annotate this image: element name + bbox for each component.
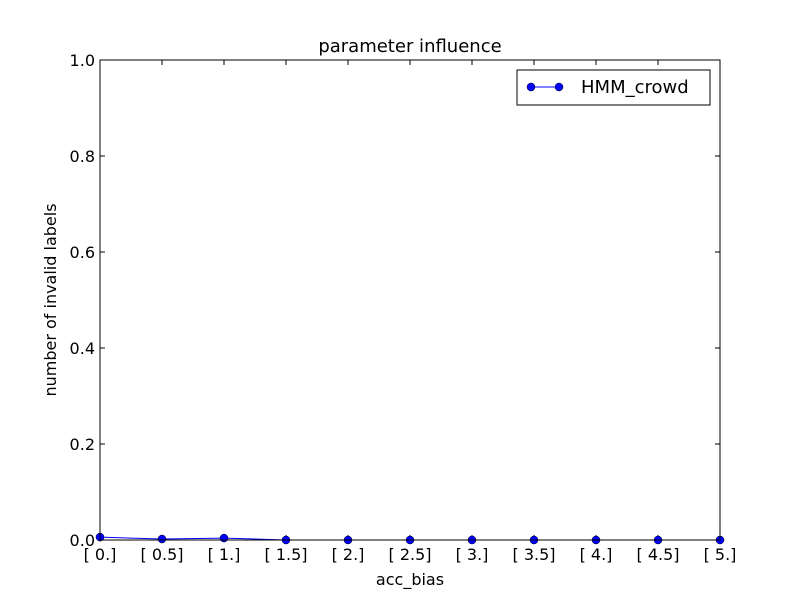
x-tick-label: [ 2.5]: [388, 545, 431, 564]
x-tick-label: [ 1.]: [208, 545, 241, 564]
x-axis-label: acc_bias: [376, 570, 444, 590]
y-tick-label: 0.6: [70, 243, 95, 262]
legend-marker-left: [526, 82, 536, 92]
x-tick-label: [ 1.5]: [264, 545, 307, 564]
y-tick-label: 0.4: [70, 339, 95, 358]
x-axis-ticks: [ 0.] [ 0.5] [ 1.] [ 1.5] [ 2.] [ 2.5] [ 3.] [ …: [84, 60, 737, 564]
x-tick-label: [ 3.]: [456, 545, 489, 564]
x-tick-label: [ 3.5]: [512, 545, 555, 564]
data-point: [219, 533, 229, 543]
x-tick-label: [ 4.]: [580, 545, 613, 564]
x-tick-label: [ 2.]: [332, 545, 365, 564]
x-tick-label: [ 4.5]: [636, 545, 679, 564]
data-point: [157, 534, 167, 544]
y-tick-label: 0.0: [70, 531, 95, 550]
plot-area-frame: [99, 59, 721, 541]
y-tick-label: 0.8: [70, 147, 95, 166]
x-tick-label: [ 0.]: [84, 545, 117, 564]
y-axis-label: number of invalid labels: [41, 203, 60, 396]
chart-title: parameter influence: [318, 36, 501, 57]
y-tick-label: 0.2: [70, 435, 95, 454]
legend-marker-right: [554, 82, 564, 92]
legend: HMM_crowd: [516, 69, 711, 106]
legend-label: HMM_crowd: [581, 77, 689, 98]
y-tick-label: 1.0: [70, 51, 95, 70]
x-tick-label: [ 5.]: [704, 545, 737, 564]
x-tick-label: [ 0.5]: [140, 545, 183, 564]
